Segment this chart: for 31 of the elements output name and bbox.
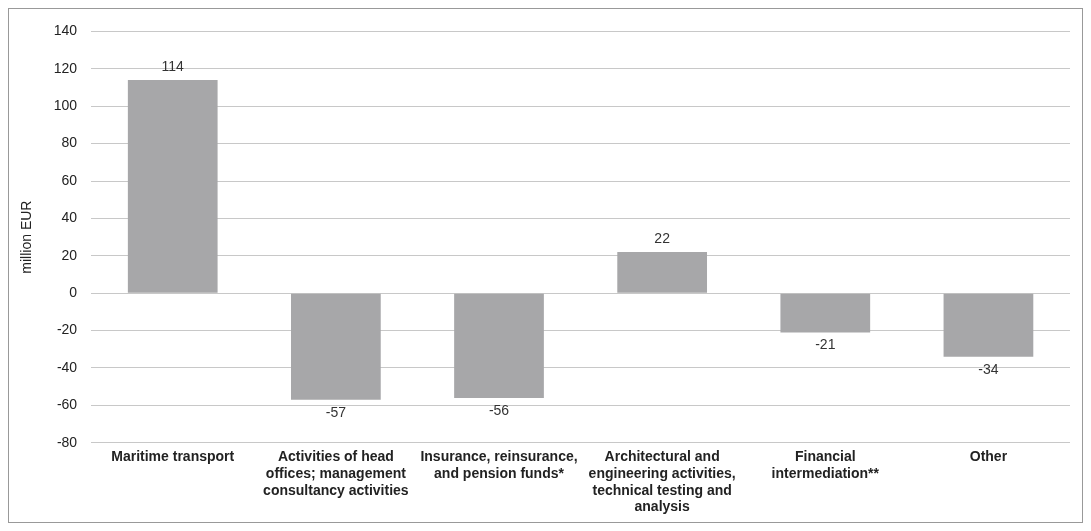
x-tick-label: Insurance, reinsurance, and pension funds* bbox=[420, 448, 578, 481]
bar bbox=[291, 293, 381, 400]
data-label: -57 bbox=[325, 403, 347, 420]
y-tick-label: 20 bbox=[61, 246, 78, 263]
y-tick-label: 100 bbox=[53, 97, 78, 114]
bar bbox=[454, 293, 544, 398]
x-tick-label: Other bbox=[969, 448, 1008, 465]
x-tick-label: Activities of head offices; management consultancy activities bbox=[263, 448, 409, 498]
data-label: 114 bbox=[161, 57, 185, 74]
y-tick-label: 0 bbox=[69, 284, 78, 301]
y-tick-label: 40 bbox=[61, 209, 78, 226]
bar bbox=[780, 293, 871, 333]
x-tick-label: Financial intermediation** bbox=[771, 448, 880, 481]
y-tick-label: -60 bbox=[56, 396, 78, 413]
bar bbox=[943, 293, 1034, 357]
y-tick-label: -40 bbox=[56, 358, 78, 375]
data-label: 22 bbox=[654, 229, 671, 246]
bar bbox=[127, 80, 218, 293]
y-tick-label: 120 bbox=[53, 59, 78, 76]
y-tick-label: -20 bbox=[56, 321, 78, 338]
x-tick-label: Architectural and engineering activities, technical testing and analysis bbox=[588, 448, 736, 515]
y-axis-title: million EUR bbox=[18, 200, 35, 274]
data-label: -56 bbox=[488, 401, 510, 418]
data-label: -21 bbox=[815, 336, 836, 353]
y-tick-label: 60 bbox=[61, 171, 78, 188]
x-tick-label: Maritime transport bbox=[111, 448, 235, 465]
y-tick-label: 80 bbox=[61, 134, 78, 151]
data-label: -34 bbox=[978, 360, 999, 377]
y-tick-label: 140 bbox=[53, 22, 78, 39]
bar bbox=[617, 252, 708, 293]
y-tick-label: -80 bbox=[56, 433, 78, 450]
